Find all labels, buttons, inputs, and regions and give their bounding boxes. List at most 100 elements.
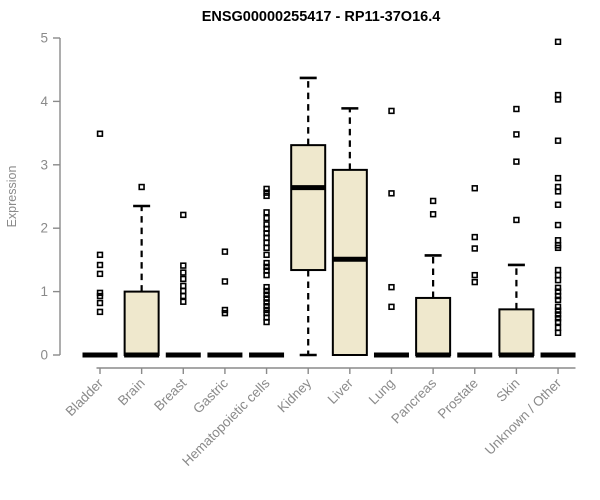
outlier-point	[96, 270, 104, 278]
outlier-point	[388, 283, 395, 291]
outlier-point	[96, 251, 104, 259]
box	[123, 290, 160, 357]
y-tick-label: 3	[40, 157, 48, 172]
outlier-point	[513, 216, 520, 224]
outlier-point	[180, 282, 187, 290]
outlier-point	[554, 201, 562, 208]
boxplot-skin	[498, 105, 535, 358]
outlier-point	[263, 306, 270, 314]
boxplot-gastric	[207, 248, 243, 358]
outlier-point	[96, 308, 104, 316]
outlier-point	[263, 283, 270, 291]
outlier-point	[180, 292, 187, 300]
outlier-point	[554, 91, 562, 99]
outlier-point	[263, 287, 270, 295]
outlier-point	[221, 278, 229, 285]
outlier-point	[263, 267, 270, 274]
outlier-point	[554, 318, 562, 326]
boxplot-liver	[331, 107, 368, 356]
outlier-point	[554, 284, 562, 291]
x-tick-label-breast: Breast	[151, 375, 189, 413]
outlier-point	[221, 248, 229, 255]
boxplot-brain	[123, 183, 160, 358]
outlier-point	[388, 190, 395, 197]
outlier-point	[554, 303, 562, 311]
outlier-point	[554, 329, 562, 337]
outlier-point	[554, 307, 562, 314]
outlier-point	[180, 211, 187, 219]
outlier-point	[471, 245, 478, 252]
boxplot-unknown-other	[540, 38, 576, 358]
outlier-point	[221, 306, 229, 314]
boxplot-prostate	[457, 185, 493, 358]
outlier-point	[471, 278, 478, 286]
outlier-point	[263, 221, 270, 228]
y-axis-label: Expression	[5, 166, 19, 228]
outlier-point	[429, 211, 437, 218]
outlier-point	[180, 298, 187, 305]
outlier-point	[263, 263, 270, 271]
outlier-point	[554, 137, 562, 144]
x-tick-label-liver: Liver	[325, 375, 357, 407]
outlier-point	[554, 324, 562, 331]
outlier-point	[180, 269, 187, 276]
x-tick-label-skin: Skin	[493, 376, 522, 405]
outlier-point	[138, 183, 145, 191]
outlier-point	[513, 105, 520, 113]
x-tick-label-bladder: Bladder	[63, 375, 107, 419]
outlier-point	[263, 209, 270, 216]
outlier-point	[263, 259, 270, 267]
x-tick-label-brain: Brain	[115, 376, 148, 409]
boxplot-kidney	[290, 76, 327, 357]
y-tick-label: 1	[40, 284, 48, 299]
outlier-point	[96, 289, 104, 297]
outlier-point	[554, 183, 562, 191]
outlier-point	[263, 244, 270, 252]
outlier-point	[471, 185, 478, 192]
outlier-point	[96, 261, 104, 269]
outlier-point	[263, 214, 270, 222]
outlier-point	[554, 237, 562, 244]
box	[331, 168, 368, 356]
outlier-point	[96, 130, 104, 137]
outlier-point	[263, 189, 270, 196]
outlier-point	[388, 107, 395, 115]
outlier-point	[554, 266, 562, 274]
outlier-point	[554, 288, 562, 295]
x-tick-label-gastric: Gastric	[190, 375, 231, 416]
outlier-point	[180, 287, 187, 295]
x-tick-label-prostate: Prostate	[435, 376, 481, 422]
boxplot-breast	[165, 211, 201, 358]
outlier-point	[263, 302, 270, 310]
outlier-point	[180, 275, 187, 283]
y-tick-label: 5	[40, 31, 48, 46]
outlier-point	[471, 233, 478, 241]
y-tick-label: 0	[40, 348, 48, 363]
outlier-point	[554, 315, 562, 322]
x-tick-label-unknown-other: Unknown / Other	[482, 375, 565, 458]
outlier-point	[554, 276, 562, 284]
outlier-point	[554, 38, 562, 46]
outlier-point	[471, 271, 478, 279]
boxplot-pancreas	[415, 197, 452, 358]
chart-title: ENSG00000255417 - RP11-37O16.4	[201, 9, 441, 25]
x-tick-label-pancreas: Pancreas	[388, 375, 439, 426]
outlier-point	[554, 221, 562, 229]
y-tick-label: 4	[40, 94, 48, 109]
outlier-point	[388, 303, 395, 311]
outlier-point	[263, 185, 270, 193]
box	[498, 308, 535, 356]
outlier-point	[429, 197, 437, 205]
y-tick-label: 2	[40, 221, 48, 236]
outlier-point	[263, 299, 270, 306]
outlier-point	[263, 291, 270, 298]
outlier-point	[513, 131, 520, 138]
box	[415, 296, 452, 357]
outlier-point	[513, 158, 520, 165]
outlier-point	[554, 271, 562, 279]
outlier-point	[554, 296, 562, 304]
boxplot-lung	[373, 107, 409, 358]
outlier-point	[554, 311, 562, 318]
